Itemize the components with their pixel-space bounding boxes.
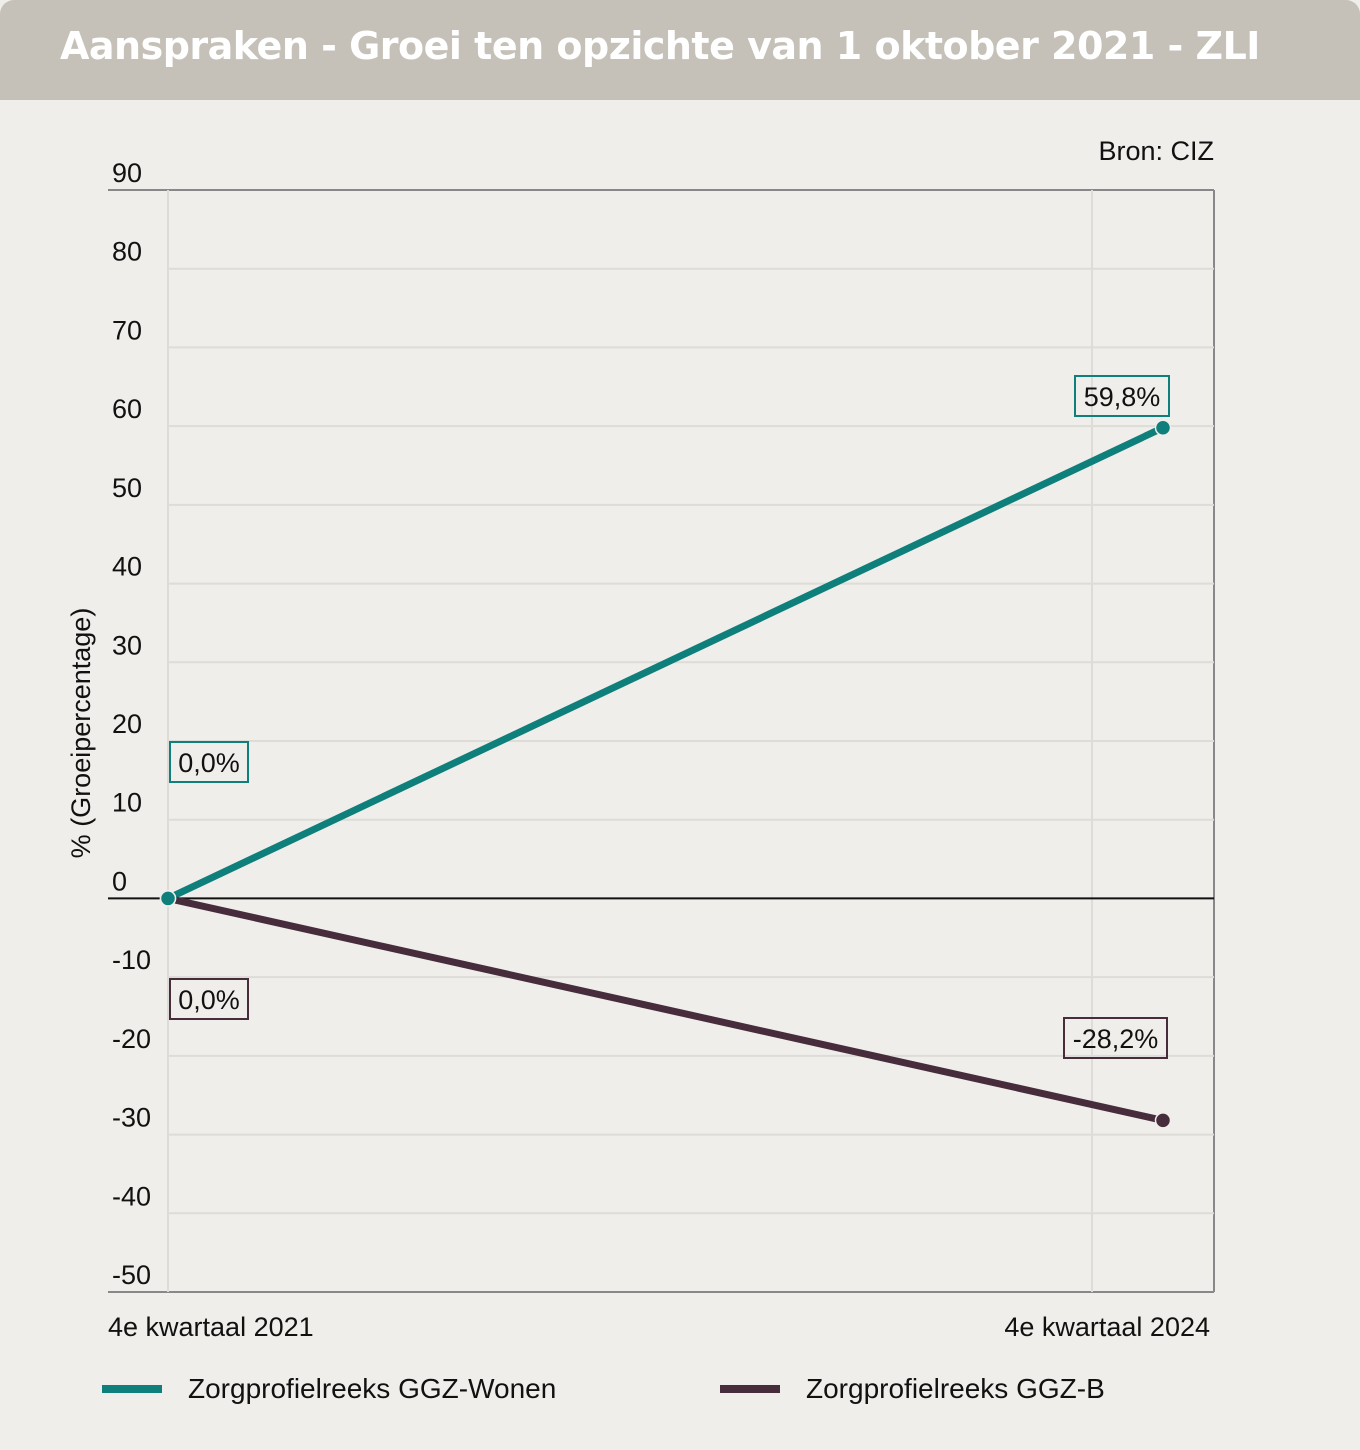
series-layer [159, 419, 1172, 1129]
y-tick-label: 10 [112, 788, 142, 818]
y-tick-label: 90 [112, 158, 142, 188]
x-tick-label: 4e kwartaal 2021 [108, 1312, 314, 1342]
data-labels: 0,0% 59,8% 0,0% -28,2% [169, 375, 1170, 1059]
data-point [1154, 1112, 1172, 1129]
grid [108, 189, 1215, 1293]
data-point [1154, 419, 1172, 436]
y-tick-label: 60 [112, 394, 142, 424]
data-point [159, 890, 177, 907]
y-tick-label: 20 [112, 709, 142, 739]
y-tick-label: 30 [112, 630, 142, 660]
data-label-box [169, 741, 249, 783]
legend-swatch-ggz-wonen [102, 1385, 162, 1393]
y-tick-label: 50 [112, 473, 142, 503]
y-tick-label: -40 [112, 1181, 151, 1211]
data-label: 0,0% [178, 985, 240, 1015]
data-label-box [1074, 375, 1170, 417]
y-tick-label: -10 [112, 945, 151, 975]
legend-label: Zorgprofielreeks GGZ-B [806, 1373, 1105, 1404]
y-tick-label: -50 [112, 1260, 151, 1290]
data-label-box [1063, 1017, 1168, 1059]
chart-title: Aanspraken - Groei ten opzichte van 1 ok… [60, 24, 1260, 68]
series-line [164, 894, 1167, 1124]
y-tick-label: 70 [112, 315, 142, 345]
legend-swatch-ggz-b [720, 1385, 780, 1393]
y-axis-ticks: 90 80 70 60 50 40 30 20 10 0 -10 -20 -30 -40 -50 [112, 158, 151, 1290]
y-tick-label: -30 [112, 1103, 151, 1133]
y-axis-label: % (Groeipercentage) [66, 608, 96, 859]
source-note: Bron: CIZ [1098, 136, 1214, 166]
series-line [164, 424, 1167, 902]
data-label-box [169, 978, 249, 1020]
data-label: -28,2% [1073, 1024, 1159, 1054]
legend: Zorgprofielreeks GGZ-Wonen Zorgprofielre… [0, 1370, 1360, 1410]
data-label: 0,0% [178, 748, 240, 778]
header-bar: Aanspraken - Groei ten opzichte van 1 ok… [0, 0, 1360, 100]
y-tick-label: 40 [112, 552, 142, 582]
data-label: 59,8% [1084, 382, 1161, 412]
y-tick-label: -20 [112, 1024, 151, 1054]
legend-label: Zorgprofielreeks GGZ-Wonen [188, 1373, 557, 1404]
y-tick-label: 80 [112, 237, 142, 267]
x-tick-label: 4e kwartaal 2024 [1004, 1312, 1210, 1342]
x-axis-ticks: 4e kwartaal 2021 4e kwartaal 2024 [108, 1312, 1210, 1342]
y-tick-label: 0 [112, 866, 127, 896]
